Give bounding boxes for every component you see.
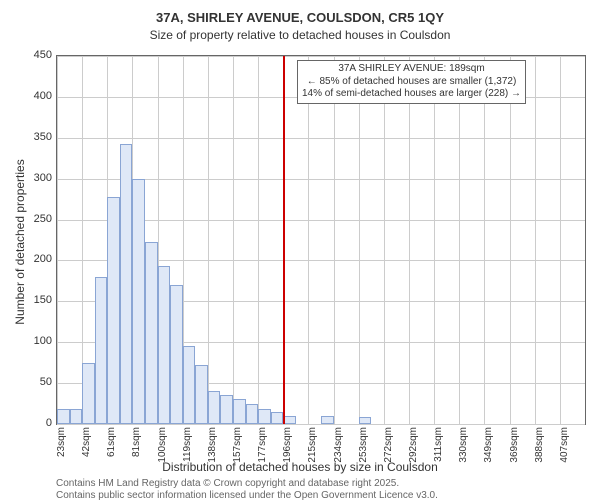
y-tick-label: 150	[12, 294, 52, 306]
y-tick-label: 450	[12, 49, 52, 61]
chart-container: 37A, SHIRLEY AVENUE, COULSDON, CR5 1QY S…	[0, 0, 600, 500]
attribution: Contains HM Land Registry data © Crown c…	[56, 478, 438, 502]
histogram-bar	[82, 363, 95, 424]
histogram-bar	[158, 266, 171, 424]
grid-v	[384, 56, 385, 424]
grid-v	[409, 56, 410, 424]
histogram-bar	[271, 412, 284, 424]
annotation-line-1: 37A SHIRLEY AVENUE: 189sqm	[302, 63, 521, 76]
histogram-bar	[183, 346, 196, 424]
histogram-bar	[233, 399, 246, 424]
grid-v	[359, 56, 360, 424]
histogram-bar	[132, 179, 145, 424]
y-tick-label: 400	[12, 90, 52, 102]
histogram-bar	[95, 277, 108, 424]
grid-v	[484, 56, 485, 424]
y-tick-label: 350	[12, 131, 52, 143]
histogram-bar	[120, 144, 133, 424]
histogram-bar	[57, 409, 70, 424]
grid-v	[434, 56, 435, 424]
x-axis-label: Distribution of detached houses by size …	[0, 460, 600, 474]
grid-h	[57, 424, 585, 425]
grid-h	[57, 138, 585, 139]
grid-v	[334, 56, 335, 424]
grid-h	[57, 56, 585, 57]
grid-v	[57, 56, 58, 424]
histogram-bar	[359, 417, 372, 424]
grid-v	[560, 56, 561, 424]
annotation-line-2: ← 85% of detached houses are smaller (1,…	[302, 76, 521, 89]
y-tick-label: 50	[12, 376, 52, 388]
y-tick-label: 250	[12, 213, 52, 225]
grid-v	[459, 56, 460, 424]
histogram-bar	[246, 404, 259, 424]
histogram-bar	[258, 409, 271, 424]
y-tick-label: 100	[12, 335, 52, 347]
plot-area: 37A SHIRLEY AVENUE: 189sqm ← 85% of deta…	[56, 55, 586, 425]
grid-v	[535, 56, 536, 424]
histogram-bar	[107, 197, 120, 424]
histogram-bar	[208, 391, 221, 424]
chart-subtitle: Size of property relative to detached ho…	[0, 28, 600, 42]
grid-v	[308, 56, 309, 424]
y-tick-label: 300	[12, 172, 52, 184]
histogram-bar	[283, 416, 296, 424]
histogram-bar	[220, 395, 233, 424]
y-tick-label: 0	[12, 417, 52, 429]
grid-v	[510, 56, 511, 424]
histogram-bar	[170, 285, 183, 424]
histogram-bar	[195, 365, 208, 424]
y-tick-label: 200	[12, 253, 52, 265]
property-marker-line	[283, 56, 285, 424]
chart-title: 37A, SHIRLEY AVENUE, COULSDON, CR5 1QY	[0, 10, 600, 25]
grid-v	[208, 56, 209, 424]
attribution-line-2: Contains public sector information licen…	[56, 490, 438, 502]
grid-v	[258, 56, 259, 424]
histogram-bar	[145, 242, 158, 424]
grid-v	[233, 56, 234, 424]
histogram-bar	[70, 409, 83, 424]
annotation-line-3: 14% of semi-detached houses are larger (…	[302, 88, 521, 101]
attribution-line-1: Contains HM Land Registry data © Crown c…	[56, 478, 438, 490]
histogram-bar	[321, 416, 334, 424]
annotation-box: 37A SHIRLEY AVENUE: 189sqm ← 85% of deta…	[297, 60, 526, 104]
